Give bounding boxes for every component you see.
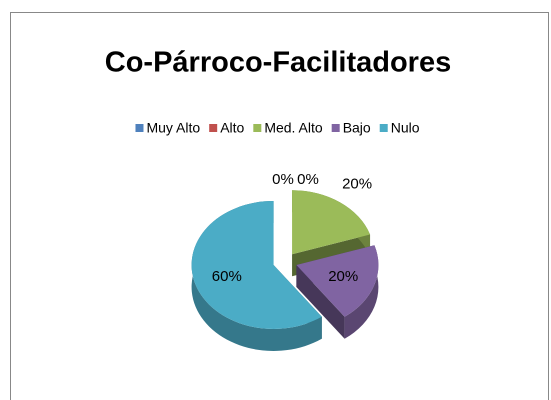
data-label: 0% <box>272 171 294 188</box>
data-label: 20% <box>328 268 358 285</box>
data-label: 0% <box>297 171 319 188</box>
slice <box>292 190 371 255</box>
slice <box>296 245 379 317</box>
legend-label: Muy Alto <box>146 120 200 136</box>
slice <box>191 200 322 329</box>
slice-wall <box>296 264 345 339</box>
legend-label: Nulo <box>391 120 420 136</box>
data-label: 20% <box>342 175 372 192</box>
legend-swatch <box>379 124 388 132</box>
legend-swatch <box>135 124 144 132</box>
chart-title: Co-Párroco-Facilitadores <box>105 47 451 79</box>
legend-label: Med. Alto <box>264 120 323 136</box>
chart-border <box>10 12 549 400</box>
legend-swatch <box>331 124 340 132</box>
legend-swatch <box>253 124 262 132</box>
legend-swatch <box>209 124 218 132</box>
legend-label: Alto <box>220 120 244 136</box>
slice-side <box>191 200 322 351</box>
data-label: 60% <box>212 268 242 285</box>
slice-side <box>344 245 379 339</box>
legend-label: Bajo <box>343 120 371 136</box>
